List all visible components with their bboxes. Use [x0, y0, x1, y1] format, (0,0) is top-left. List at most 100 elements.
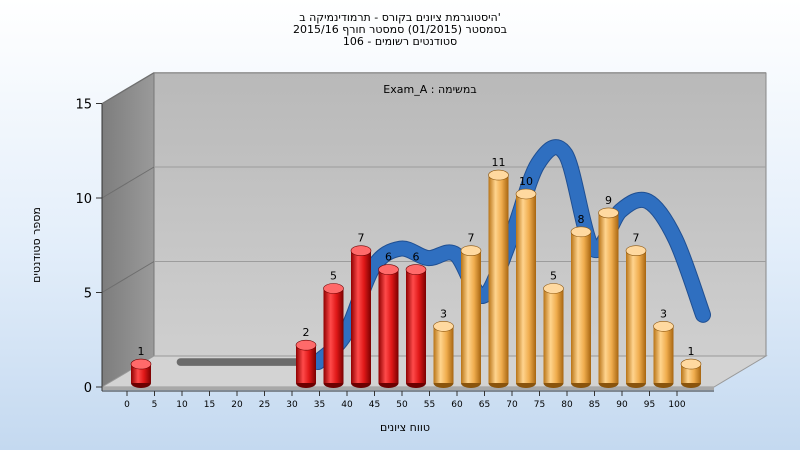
bar-body [131, 364, 151, 383]
bar-body [571, 231, 591, 383]
y-tick-label: 15 [75, 98, 92, 113]
bar-value-label: 5 [330, 270, 337, 283]
bar-body [598, 212, 619, 383]
x-tick-label: 45 [369, 400, 380, 410]
bar-top [350, 245, 372, 256]
bar-body [406, 269, 426, 383]
bar-value-label: 6 [413, 251, 420, 264]
bar-value-label: 6 [385, 251, 392, 264]
x-tick-label: 55 [424, 400, 435, 410]
title-line-1: היסטוגרמת ציונים בקורס - תרמודינמיקה ב' [299, 11, 501, 24]
bar-top [405, 264, 427, 275]
bar: 3 [653, 307, 674, 388]
bar-top [680, 358, 702, 370]
bar-body [323, 288, 344, 383]
bar-series: 1 2 5 7 6 6 3 7 11 10 5 8 9 7 3 1 [130, 156, 702, 388]
bar-top [488, 169, 509, 181]
bar: 10 [515, 175, 537, 388]
bar: 6 [378, 251, 399, 388]
bar-value-label: 7 [358, 232, 365, 245]
bar-value-label: 1 [138, 345, 145, 358]
bar: 11 [488, 156, 509, 388]
gridline-side [101, 72, 155, 104]
bar-body [378, 269, 399, 383]
bar-body [626, 250, 646, 383]
bar-top [460, 245, 482, 256]
x-tick-label: 25 [259, 400, 270, 410]
bar: 5 [323, 270, 344, 388]
bar: 9 [598, 194, 619, 388]
bar-body [433, 326, 454, 383]
bar-top [515, 188, 537, 200]
x-tick-label: 0 [124, 400, 130, 410]
x-tick-label: 65 [479, 400, 490, 410]
bar: 7 [460, 232, 482, 388]
annotation-label: Exam_A : במשימה [383, 83, 476, 96]
bar: 8 [570, 213, 592, 388]
bar: 5 [543, 270, 564, 388]
x-tick-label: 75 [534, 400, 545, 410]
bar-top [653, 320, 674, 332]
bar-value-label: 11 [492, 156, 506, 169]
x-tick-label: 10 [176, 400, 188, 410]
bar-top [598, 207, 619, 219]
bar-top [130, 358, 152, 370]
x-axis-label: טווח ציונים [380, 421, 430, 434]
bar-body [461, 250, 481, 383]
x-tick-label: 85 [589, 400, 600, 410]
gridline-side [101, 166, 155, 199]
bar-body [296, 345, 316, 383]
bar-body [543, 288, 564, 383]
x-tick-label: 40 [341, 400, 353, 410]
title-line-3: 106 - סטודנטים רשומים [342, 35, 458, 48]
bar-body [516, 194, 536, 383]
x-tick-label: 100 [668, 400, 685, 410]
bar-top [433, 320, 454, 332]
bar: 3 [433, 307, 454, 388]
bar-value-label: 8 [578, 213, 585, 226]
y-tick-label: 0 [84, 381, 92, 396]
x-tick-label: 60 [451, 400, 463, 410]
x-tick-label: 30 [286, 400, 298, 410]
bar-value-label: 3 [440, 307, 447, 320]
x-tick-label: 95 [644, 400, 655, 410]
bar-top [543, 283, 564, 294]
bar-value-label: 5 [550, 270, 557, 283]
x-tick-label: 20 [231, 400, 243, 410]
bar-top [295, 339, 317, 351]
x-tick-label: 80 [561, 400, 573, 410]
bar-top [323, 283, 344, 294]
bar: 7 [625, 232, 647, 388]
floor-front-edge [102, 387, 714, 390]
bar: 7 [350, 232, 372, 388]
back-wall [153, 72, 767, 357]
bar: 1 [130, 345, 152, 388]
bar: 6 [405, 251, 427, 388]
bar-body [351, 250, 371, 383]
x-tick-label: 5 [152, 400, 158, 410]
y-tick-label: 10 [75, 192, 92, 207]
bar-value-label: 10 [519, 175, 533, 188]
bar-body [488, 175, 509, 383]
side-wall [101, 72, 155, 388]
x-tick-label: 50 [396, 400, 408, 410]
bar-value-label: 3 [660, 307, 667, 320]
bar-value-label: 2 [303, 326, 310, 339]
bar-body [653, 326, 674, 383]
bar-top [378, 264, 399, 275]
x-tick-label: 70 [506, 400, 518, 410]
bar: 1 [680, 345, 702, 388]
bar-top [570, 226, 592, 238]
title-line-2: בסמסטר (01/2015) סמסטר חורף 2015/16 [293, 23, 507, 36]
bar: 2 [295, 326, 317, 388]
bar-top [625, 245, 647, 256]
trend-segment-blue [311, 140, 710, 370]
y-axis-label: מספר סטודנטים [30, 207, 43, 283]
x-tick-label: 35 [314, 400, 325, 410]
bar-value-label: 7 [468, 232, 475, 245]
x-tick-label: 90 [616, 400, 628, 410]
gridline-side [101, 261, 155, 293]
gridlines [101, 72, 766, 293]
